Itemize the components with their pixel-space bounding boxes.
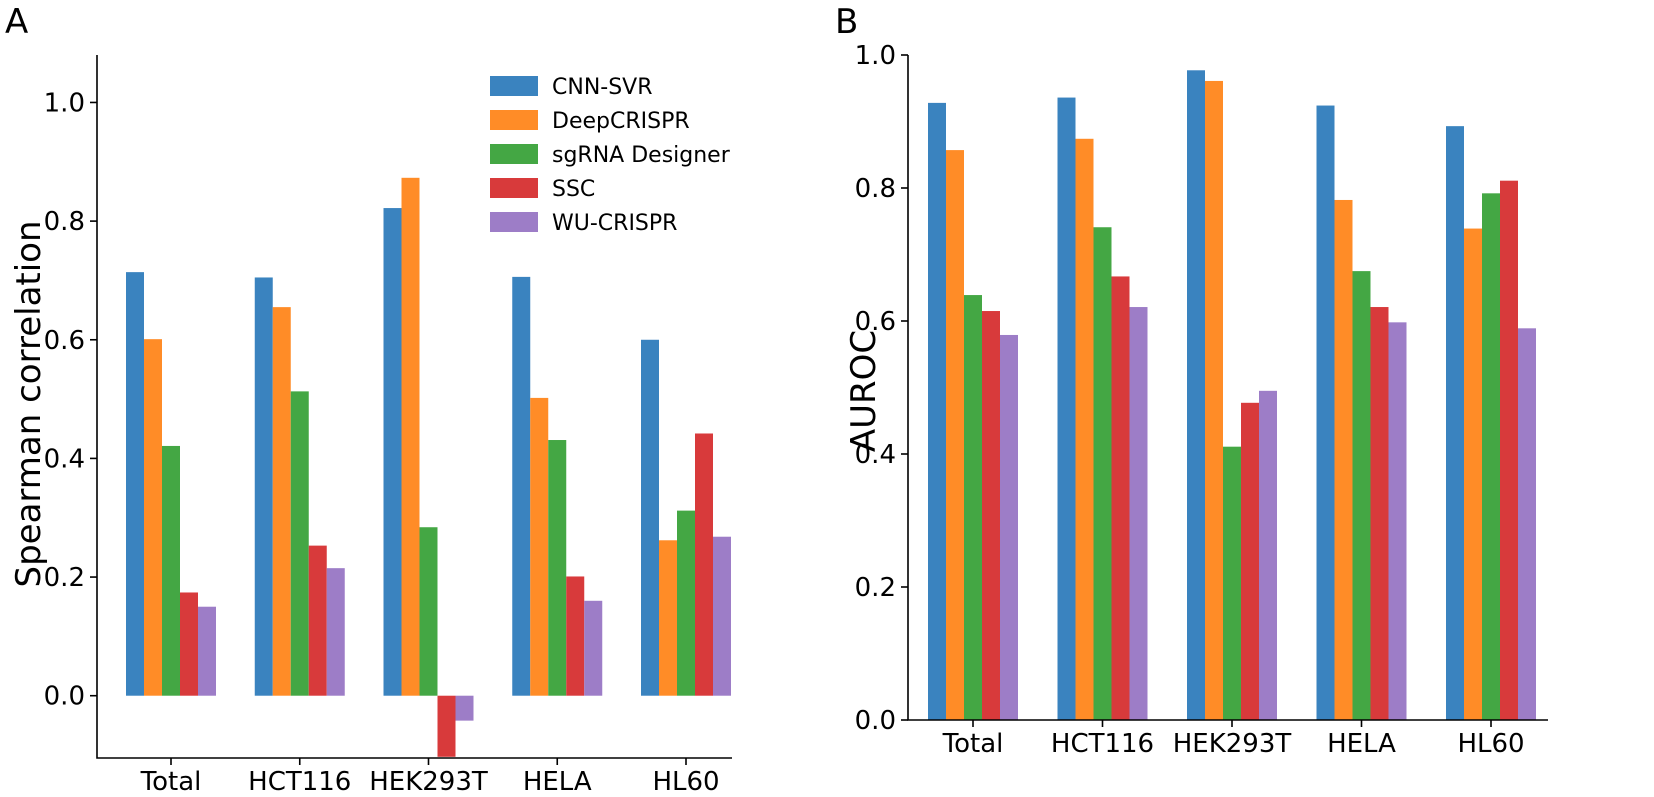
legend-label: DeepCRISPR: [552, 109, 690, 134]
bar-a-hl60-cnn-svr: [641, 339, 659, 696]
bar-b-total-deepcrispr: [946, 150, 964, 721]
x-tick-label: HL60: [652, 767, 719, 797]
bar-b-hct116-deepcrispr: [1075, 138, 1094, 721]
panel-label-a: A: [5, 2, 28, 42]
bar-b-hek293t-deepcrispr: [1205, 80, 1223, 720]
x-tick-label: HELA: [523, 767, 592, 797]
bar-b-hct116-wu-crispr: [1129, 307, 1148, 720]
bar-b-hek293t-cnn-svr: [1187, 70, 1205, 721]
legend-label: CNN-SVR: [552, 75, 653, 100]
axis-spines-a: [96, 55, 732, 759]
bar-a-hela-ssc: [566, 576, 585, 696]
legend-swatch-deepcrispr: [490, 110, 538, 130]
bar-a-hct116-ssc: [308, 545, 327, 696]
y-tick-label: 0.4: [855, 440, 896, 470]
bar-b-hct116-ssc: [1111, 276, 1130, 720]
bar-b-hl60-wu-crispr: [1518, 328, 1536, 720]
bar-a-total-ssc: [180, 592, 198, 696]
x-tick-label: HEK293T: [369, 767, 488, 797]
bar-a-hct116-sgrna-designer: [290, 391, 309, 696]
y-tick-label: 0.8: [44, 207, 85, 237]
bar-b-hela-wu-crispr: [1388, 322, 1407, 720]
x-tick-label: Total: [942, 729, 1004, 759]
bar-a-hela-wu-crispr: [584, 600, 603, 696]
bar-b-hela-sgrna-designer: [1352, 271, 1371, 720]
bar-a-hl60-wu-crispr: [713, 536, 731, 696]
bar-b-hela-ssc: [1370, 307, 1389, 720]
bar-a-hct116-cnn-svr: [254, 277, 273, 696]
bar-b-hl60-ssc: [1500, 180, 1518, 720]
bar-a-total-sgrna-designer: [162, 445, 180, 696]
x-tick-label: HCT116: [248, 767, 351, 797]
bar-a-hct116-wu-crispr: [326, 568, 345, 696]
bar-b-total-cnn-svr: [928, 102, 946, 720]
legend-swatch-ssc: [490, 178, 538, 198]
bar-a-hl60-sgrna-designer: [677, 510, 695, 696]
bar-a-hek293t-wu-crispr: [455, 695, 474, 721]
panel-a: A Spearman correlation 0.0 0.2 0.4 0.6 0.8 1.…: [5, 2, 732, 797]
bar-a-hl60-deepcrispr: [659, 540, 677, 696]
bar-b-hct116-sgrna-designer: [1093, 227, 1112, 721]
legend-swatch-cnn-svr: [490, 76, 538, 96]
x-ticks-b: Total HCT116 HEK293T HELA HL60: [942, 720, 1525, 759]
panel-label-b: B: [835, 2, 858, 42]
bar-b-hl60-sgrna-designer: [1482, 193, 1500, 720]
x-tick-label: HELA: [1327, 729, 1396, 759]
bar-a-hek293t-ssc: [437, 695, 456, 757]
x-ticks-a: Total HCT116 HEK293T HELA HL60: [140, 758, 720, 797]
y-tick-label: 0.8: [855, 174, 896, 204]
y-tick-label: 1.0: [44, 88, 85, 118]
bars-b: [928, 70, 1536, 721]
bar-b-hct116-cnn-svr: [1057, 97, 1076, 720]
legend-label: SSC: [552, 177, 595, 202]
bar-a-total-wu-crispr: [198, 606, 216, 696]
y-ticks-b: 0.0 0.2 0.4 0.6 0.8 1.0: [855, 41, 908, 736]
y-ticks-a: 0.0 0.2 0.4 0.6 0.8 1.0: [44, 88, 97, 712]
x-tick-label: HL60: [1457, 729, 1524, 759]
bar-a-hela-cnn-svr: [512, 276, 531, 696]
bar-b-total-ssc: [982, 311, 1000, 720]
bar-b-hek293t-wu-crispr: [1259, 390, 1277, 720]
bar-a-hela-deepcrispr: [530, 397, 549, 696]
bar-b-hek293t-ssc: [1241, 402, 1259, 720]
y-tick-label: 0.6: [855, 307, 896, 337]
bar-a-hela-sgrna-designer: [548, 440, 567, 696]
x-tick-label: HCT116: [1051, 729, 1154, 759]
legend-swatch-wu-crispr: [490, 212, 538, 232]
bar-b-hek293t-sgrna-designer: [1223, 446, 1241, 720]
x-tick-label: HEK293T: [1173, 729, 1292, 759]
bar-a-hek293t-cnn-svr: [383, 208, 402, 696]
bar-b-hl60-cnn-svr: [1446, 126, 1464, 720]
y-tick-label: 1.0: [855, 41, 896, 71]
bar-b-hela-cnn-svr: [1316, 105, 1335, 721]
bar-b-hela-deepcrispr: [1334, 199, 1353, 721]
y-axis-title-a: Spearman correlation: [9, 220, 49, 587]
y-tick-label: 0.4: [44, 444, 85, 474]
bar-a-hek293t-deepcrispr: [401, 177, 420, 696]
bar-a-total-deepcrispr: [144, 339, 162, 696]
axis-spines-b: [907, 55, 1548, 721]
bar-b-total-sgrna-designer: [964, 295, 982, 720]
y-tick-label: 0.0: [855, 706, 896, 736]
y-tick-label: 0.0: [44, 682, 85, 712]
y-axis-title-b: AUROC: [844, 330, 884, 452]
y-tick-label: 0.2: [855, 573, 896, 603]
bar-a-hek293t-sgrna-designer: [419, 527, 438, 696]
x-tick-label: Total: [140, 767, 202, 797]
y-tick-label: 0.6: [44, 326, 85, 356]
legend: CNN-SVR DeepCRISPR sgRNA Designer SSC WU-CRI…: [490, 75, 731, 236]
bar-b-total-wu-crispr: [1000, 334, 1018, 720]
legend-label: WU-CRISPR: [552, 211, 677, 236]
legend-label: sgRNA Designer: [552, 143, 731, 168]
bar-a-hct116-deepcrispr: [272, 307, 291, 696]
y-tick-label: 0.2: [44, 563, 85, 593]
bars-a: [126, 177, 731, 757]
legend-swatch-sgrna-designer: [490, 144, 538, 164]
panel-b: B AUROC 0.0 0.2 0.4 0.6 0.8 1.0 Total HCT116 HE…: [835, 2, 1548, 759]
bar-b-hl60-deepcrispr: [1464, 228, 1482, 720]
bar-a-total-cnn-svr: [126, 272, 144, 696]
bar-a-hl60-ssc: [695, 433, 713, 696]
